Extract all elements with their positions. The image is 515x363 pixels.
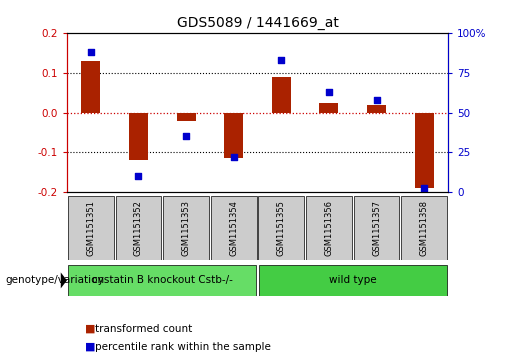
Title: GDS5089 / 1441669_at: GDS5089 / 1441669_at — [177, 16, 338, 30]
Text: GSM1151353: GSM1151353 — [182, 200, 191, 256]
Bar — [319, 102, 338, 113]
Text: genotype/variation: genotype/variation — [5, 276, 104, 285]
Bar — [367, 105, 386, 113]
Bar — [177, 113, 196, 121]
Bar — [81, 61, 100, 113]
Bar — [401, 196, 447, 260]
Text: wild type: wild type — [329, 276, 376, 285]
Bar — [415, 113, 434, 188]
Bar — [272, 77, 291, 113]
Text: ■: ■ — [85, 342, 95, 352]
Bar — [68, 196, 114, 260]
Text: GSM1151355: GSM1151355 — [277, 200, 286, 256]
Point — [420, 185, 428, 191]
Bar — [163, 196, 209, 260]
Text: GSM1151356: GSM1151356 — [324, 200, 333, 256]
Bar — [129, 113, 148, 160]
Point — [277, 57, 285, 63]
Bar — [259, 265, 447, 296]
Point — [134, 174, 143, 179]
Point — [182, 134, 190, 139]
Bar — [211, 196, 256, 260]
Bar — [224, 113, 243, 159]
Point — [325, 89, 333, 95]
Point — [372, 97, 381, 103]
Bar — [115, 196, 161, 260]
Text: percentile rank within the sample: percentile rank within the sample — [95, 342, 271, 352]
Text: GSM1151357: GSM1151357 — [372, 200, 381, 256]
Text: GSM1151354: GSM1151354 — [229, 200, 238, 256]
Bar — [259, 196, 304, 260]
Bar — [306, 196, 352, 260]
Point — [87, 49, 95, 55]
Point — [230, 154, 238, 160]
Text: ■: ■ — [85, 323, 95, 334]
Bar — [68, 265, 256, 296]
Text: cystatin B knockout Cstb-/-: cystatin B knockout Cstb-/- — [92, 276, 233, 285]
Text: GSM1151351: GSM1151351 — [87, 200, 95, 256]
Bar — [354, 196, 400, 260]
Text: GSM1151358: GSM1151358 — [420, 200, 428, 256]
Text: transformed count: transformed count — [95, 323, 193, 334]
Text: GSM1151352: GSM1151352 — [134, 200, 143, 256]
